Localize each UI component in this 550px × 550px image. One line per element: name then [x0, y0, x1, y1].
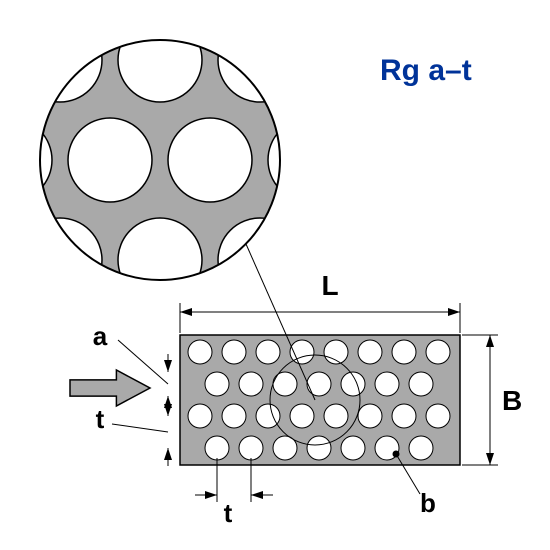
sheet-hole [188, 340, 212, 364]
perforated-sheet [180, 335, 460, 465]
sheet-hole [392, 404, 416, 428]
sheet-hole [426, 340, 450, 364]
sheet-hole [307, 372, 331, 396]
sheet-hole [409, 372, 433, 396]
sheet-hole [222, 340, 246, 364]
sheet-hole [358, 404, 382, 428]
sheet-hole [392, 340, 416, 364]
dim-a-label: a [93, 321, 108, 351]
dim-th-label: t [224, 498, 233, 528]
sheet-hole [239, 436, 263, 460]
sheet-hole [205, 436, 229, 460]
sheet-hole [341, 436, 365, 460]
dim-B-label: B [502, 385, 522, 416]
sheet-hole [239, 372, 263, 396]
sheet-hole [324, 404, 348, 428]
sheet-hole [358, 340, 382, 364]
sheet-hole [188, 404, 212, 428]
sheet-hole [205, 372, 229, 396]
magnifier-hole [168, 118, 252, 202]
sheet-hole [222, 404, 246, 428]
point-b-label: b [420, 488, 436, 518]
dim-tv-label: t [96, 404, 105, 434]
sheet-hole [409, 436, 433, 460]
sheet-hole [307, 436, 331, 460]
magnifier-hole [68, 118, 152, 202]
sheet-hole [256, 340, 280, 364]
sheet-hole [256, 404, 280, 428]
diagram-title: Rg a–t [380, 54, 472, 87]
dim-L-label: L [321, 270, 338, 301]
sheet-hole [375, 372, 399, 396]
sheet-hole [426, 404, 450, 428]
sheet-hole [290, 404, 314, 428]
